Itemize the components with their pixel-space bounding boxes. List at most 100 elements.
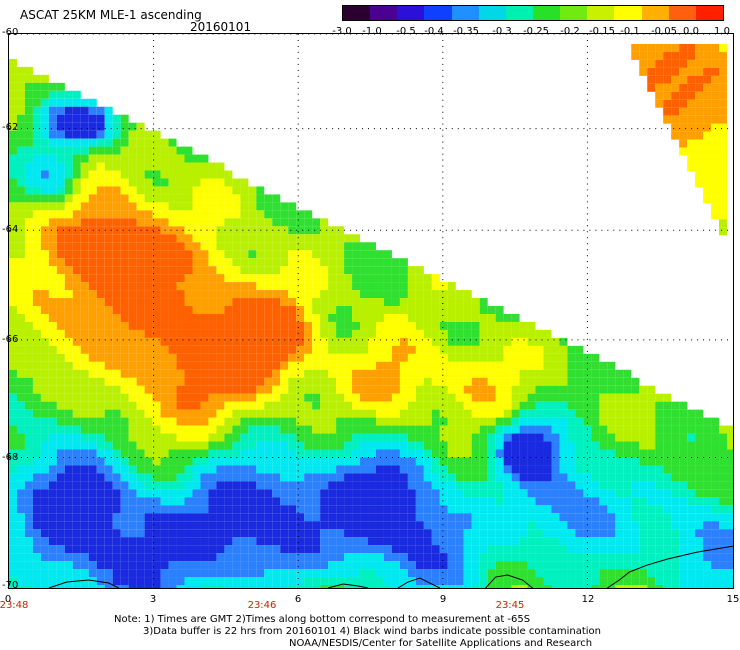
data-cell	[415, 345, 424, 354]
data-cell	[232, 290, 241, 299]
data-cell	[224, 218, 233, 227]
data-cell	[551, 409, 560, 418]
data-cell	[152, 202, 161, 211]
data-cell	[352, 537, 361, 546]
data-cell	[40, 489, 49, 498]
data-cell	[9, 553, 17, 562]
data-cell	[192, 545, 201, 554]
data-cell	[368, 481, 376, 490]
data-cell	[304, 513, 313, 522]
data-cell	[320, 234, 329, 243]
data-cell	[80, 98, 89, 107]
data-cell	[152, 521, 161, 530]
data-cell	[607, 577, 616, 586]
data-cell	[695, 131, 704, 140]
data-cell	[280, 329, 289, 338]
data-cell	[336, 321, 345, 330]
data-cell	[240, 234, 249, 243]
data-cell	[383, 282, 392, 291]
data-cell	[320, 369, 329, 378]
data-cell	[64, 345, 73, 354]
data-cell	[248, 529, 257, 538]
data-cell	[64, 162, 73, 171]
data-cell	[375, 465, 384, 474]
data-cell	[192, 218, 201, 227]
data-cell	[519, 561, 528, 570]
data-cell	[72, 345, 81, 354]
data-cell	[176, 162, 185, 171]
data-cell	[599, 577, 608, 586]
data-cell	[80, 162, 89, 171]
data-cell	[439, 465, 448, 474]
data-cell	[487, 545, 496, 554]
data-cell	[136, 186, 145, 195]
data-cell	[40, 449, 49, 458]
data-cell	[711, 59, 720, 68]
data-cell	[383, 585, 392, 588]
data-cell	[32, 290, 41, 299]
data-cell	[24, 377, 33, 386]
data-cell	[104, 561, 113, 570]
data-cell	[88, 218, 97, 227]
data-cell	[168, 226, 177, 235]
data-cell	[176, 146, 185, 155]
data-cell	[639, 545, 648, 554]
data-cell	[527, 481, 536, 490]
data-cell	[192, 274, 201, 283]
data-cell	[120, 298, 129, 307]
data-cell	[599, 425, 608, 434]
data-cell	[431, 521, 440, 530]
data-cell	[96, 250, 105, 259]
data-cell	[623, 465, 632, 474]
data-cell	[487, 385, 496, 394]
color-bar-labels: -3.0 -1.0 -0.5 -0.4 -0.35 -0.3 -0.25 -0.2 -0.15-…	[326, 26, 736, 40]
data-cell	[9, 441, 17, 450]
data-cell	[511, 513, 520, 522]
data-cell	[32, 393, 41, 402]
data-cell	[56, 369, 65, 378]
data-cell	[360, 282, 369, 291]
data-cell	[368, 569, 376, 578]
data-cell	[112, 369, 121, 378]
data-cell	[631, 489, 640, 498]
data-cell	[152, 585, 161, 588]
data-cell	[407, 569, 416, 578]
data-cell	[192, 250, 201, 259]
data-cell	[639, 449, 648, 458]
data-cell	[344, 266, 353, 275]
coastline-segment	[397, 577, 441, 588]
data-cell	[655, 505, 664, 514]
data-cell	[719, 449, 728, 458]
data-cell	[16, 353, 25, 362]
data-cell	[56, 202, 65, 211]
data-cell	[551, 361, 560, 370]
data-cell	[224, 473, 233, 482]
data-cell	[160, 393, 169, 402]
data-cell	[9, 178, 17, 187]
data-cell	[152, 250, 161, 259]
data-cell	[120, 313, 129, 322]
data-cell	[527, 561, 536, 570]
data-cell	[719, 585, 728, 588]
data-cell	[352, 321, 361, 330]
data-cell	[479, 481, 488, 490]
data-cell	[647, 473, 656, 482]
data-cell	[615, 369, 624, 378]
data-cell	[288, 569, 297, 578]
data-cell	[160, 154, 169, 163]
data-cell	[72, 521, 81, 530]
data-cell	[104, 106, 113, 115]
data-cell	[407, 298, 416, 307]
data-cell	[463, 385, 472, 394]
data-cell	[328, 329, 337, 338]
data-cell	[288, 537, 297, 546]
data-cell	[120, 282, 129, 291]
data-cell	[96, 537, 105, 546]
data-cell	[256, 449, 265, 458]
data-cell	[344, 242, 353, 251]
data-cell	[463, 425, 472, 434]
data-cell	[304, 401, 313, 410]
data-cell	[56, 409, 65, 418]
data-cell	[256, 401, 265, 410]
data-cell	[184, 170, 193, 179]
